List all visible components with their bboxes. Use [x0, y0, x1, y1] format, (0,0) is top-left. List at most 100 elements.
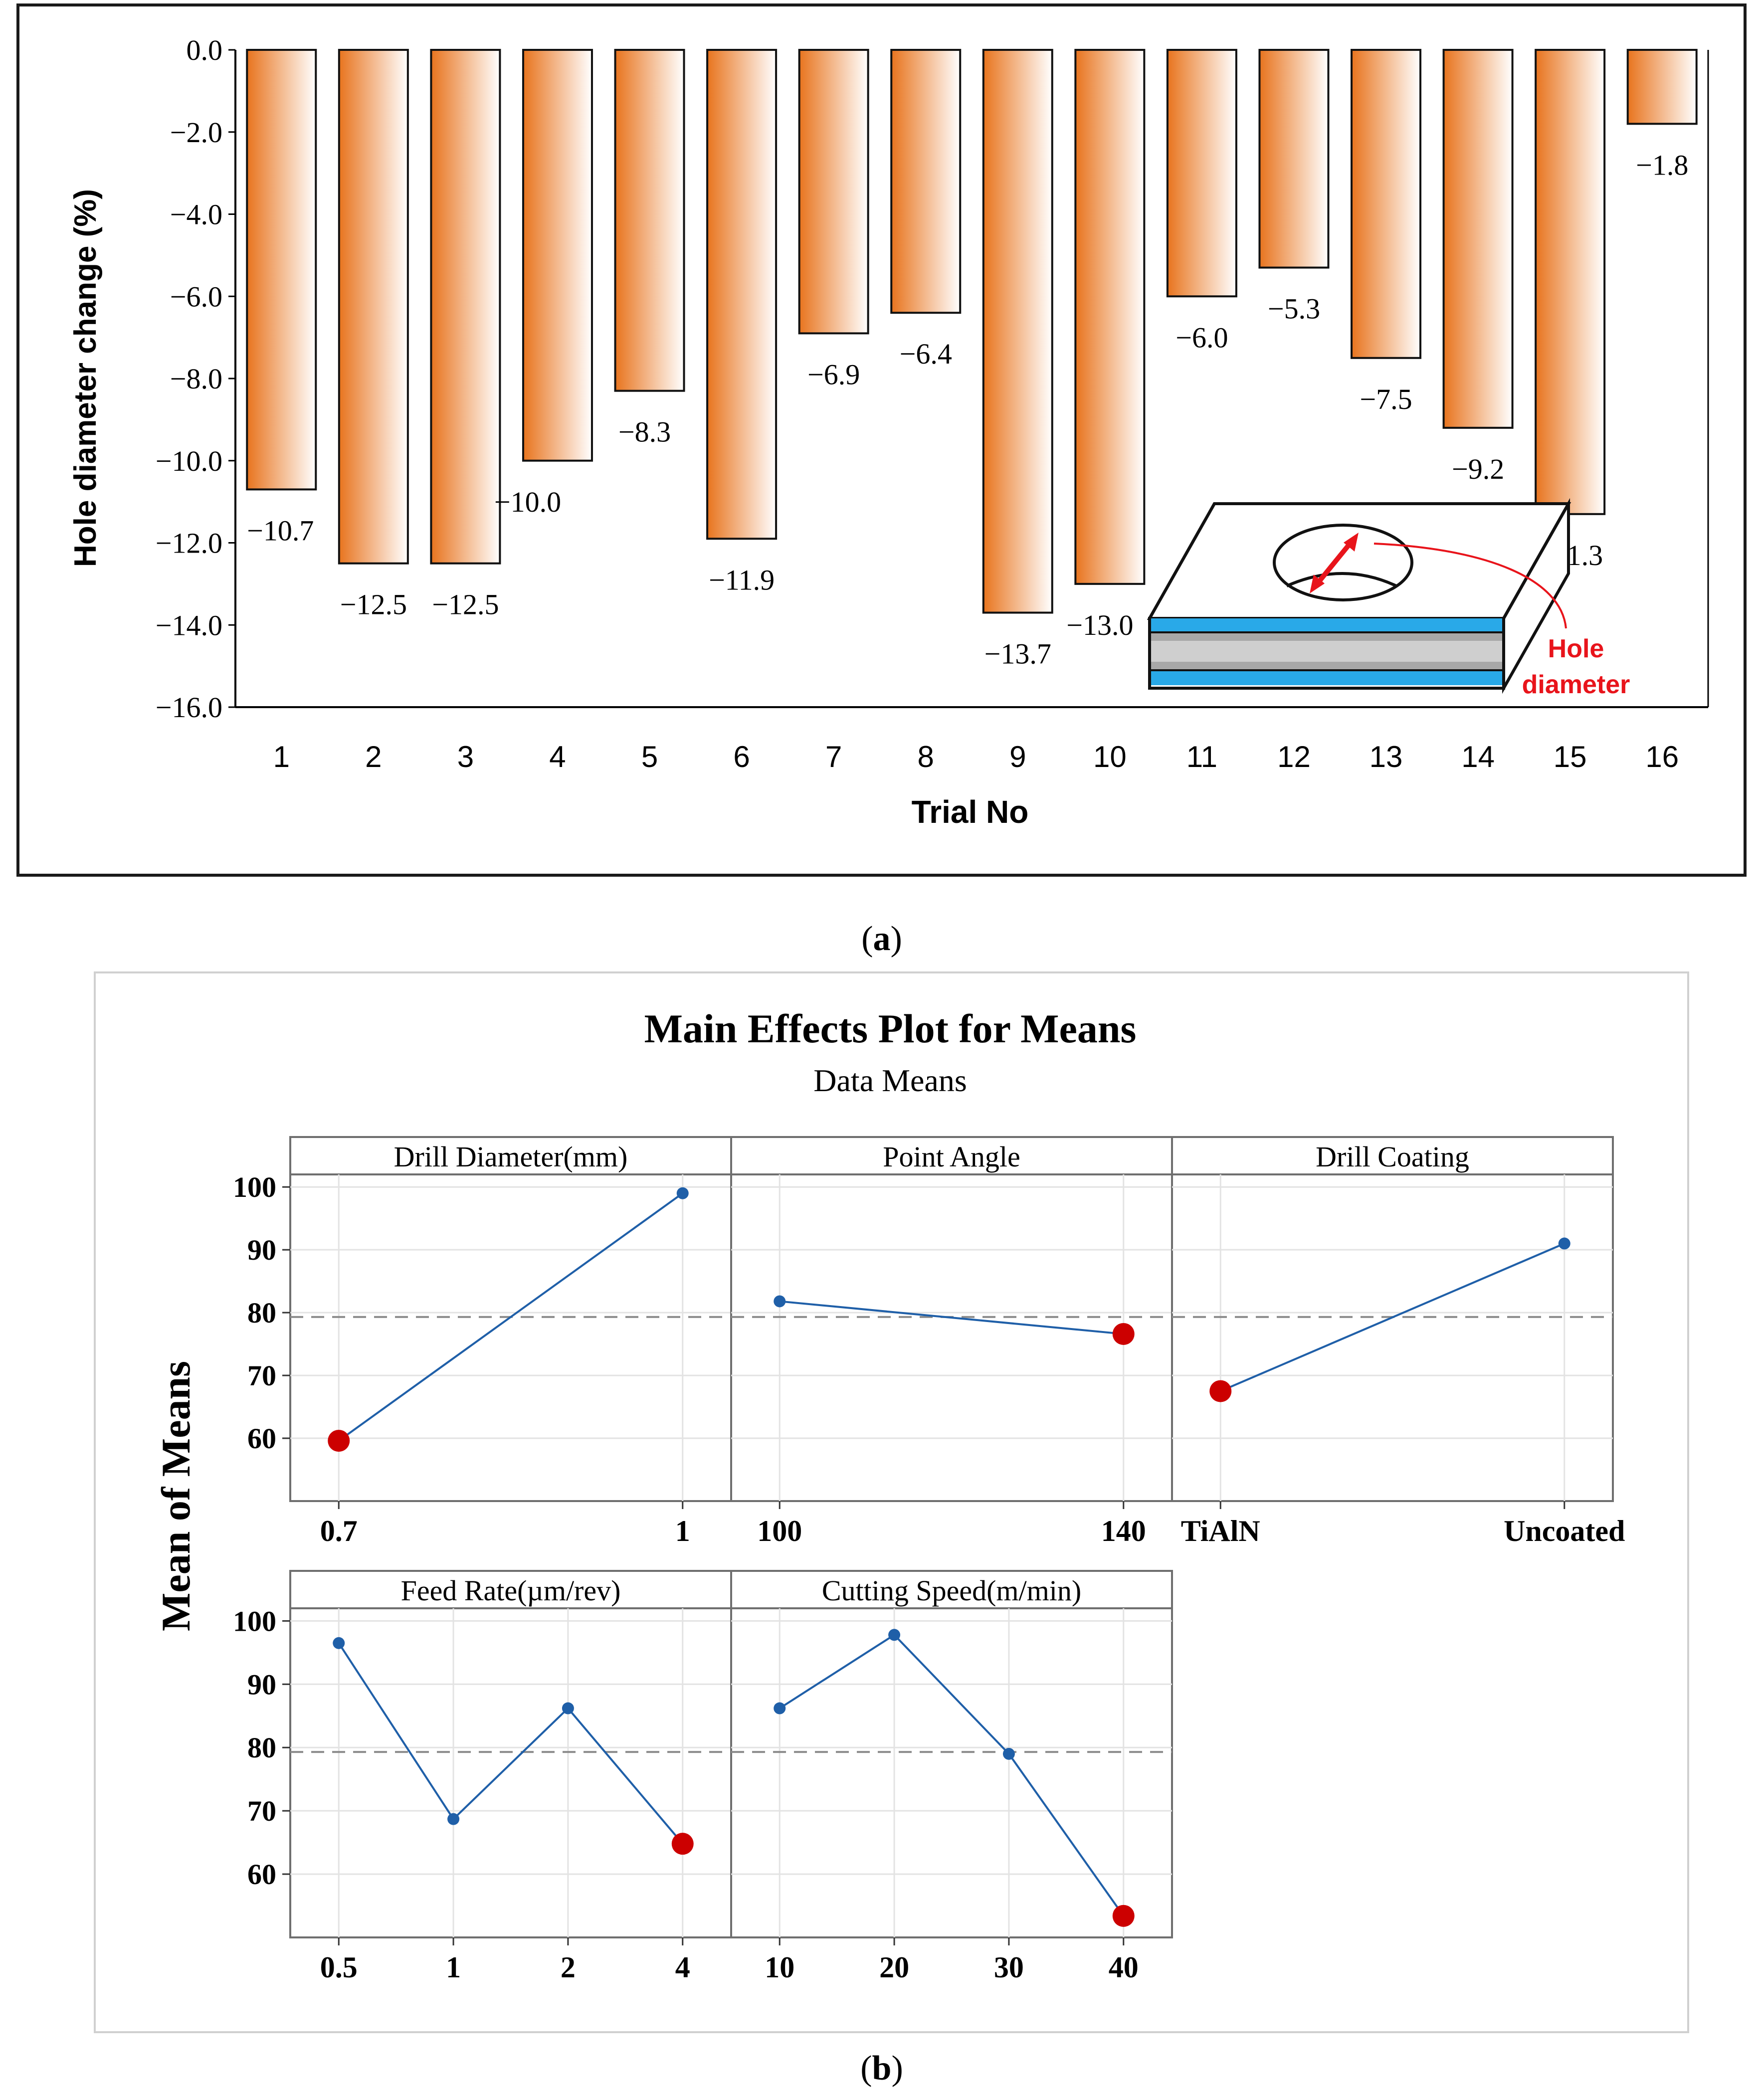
effects-panel-frame [730, 1570, 1173, 1938]
effects-panel: Drill Diameter(mm) 0.7 1 100 90 80 70 60 [233, 1136, 732, 1547]
effects-x-tick-label: TiAlN [1181, 1515, 1260, 1547]
effects-point [333, 1637, 345, 1649]
effects-x-tick-label: 0.5 [320, 1951, 358, 1984]
bar-data-label: −7.5 [1360, 383, 1412, 415]
effects-optimum-point [1112, 1323, 1135, 1345]
bar-data-label: −13.7 [984, 638, 1051, 670]
effects-y-tick-label: 80 [247, 1297, 276, 1329]
bar-x-tick-label: 4 [549, 740, 566, 773]
effects-panel: Point Angle 100 140 [730, 1136, 1173, 1547]
effects-y-tick-label: 90 [247, 1234, 276, 1266]
bar [1258, 49, 1330, 269]
effects-x-tick-label: 1 [675, 1515, 690, 1547]
effects-optimum-point [328, 1430, 350, 1452]
effects-x-tick-label: 0.7 [320, 1515, 358, 1547]
effects-panel-header: Point Angle [883, 1141, 1020, 1173]
hole-diameter-label-line2: diameter [1522, 670, 1630, 699]
effects-y-tick-label: 100 [233, 1171, 276, 1203]
effects-optimum-point [1112, 1905, 1135, 1927]
bar-x-tick-label: 1 [273, 740, 290, 773]
bar-data-label: −13.0 [1066, 609, 1133, 641]
bar [1626, 49, 1698, 125]
effects-point [447, 1813, 460, 1825]
bar-data-label: −12.5 [432, 588, 499, 621]
bar [1166, 49, 1237, 298]
effects-x-tick-label: 2 [561, 1951, 576, 1984]
bar-y-tick-label: −10.0 [156, 445, 222, 477]
effects-x-tick-label: 140 [1101, 1515, 1146, 1547]
effects-y-tick-label: 90 [247, 1668, 276, 1701]
effects-point [562, 1702, 574, 1715]
effects-panel-header: Drill Coating [1316, 1141, 1469, 1173]
bar-data-label: −1.8 [1636, 149, 1688, 181]
effects-optimum-point [1209, 1380, 1232, 1402]
bar [798, 49, 869, 335]
effects-y-tick-label: 60 [247, 1422, 276, 1455]
effects-point [774, 1295, 786, 1308]
bar-x-tick-label: 10 [1093, 740, 1127, 773]
effects-subtitle: Data Means [813, 1063, 967, 1098]
bar-x-axis-title: Trial No [912, 794, 1029, 830]
effects-y-axis-title: Mean of Means [153, 1361, 198, 1631]
bar-data-label: −12.5 [340, 588, 407, 621]
panel-a-caption: (a) [861, 920, 902, 958]
bar-data-label: −9.2 [1452, 453, 1504, 485]
effects-point [1002, 1747, 1015, 1760]
bar-x-tick-label: 15 [1554, 740, 1587, 773]
effects-x-tick-label: 4 [675, 1951, 690, 1984]
hole-inset-illustration [1147, 498, 1571, 694]
bar-y-tick-label: −4.0 [170, 198, 222, 231]
panel-b-caption: (b) [860, 2049, 903, 2088]
effects-y-tick-label: 70 [247, 1359, 276, 1392]
bar-x-tick-label: 6 [733, 740, 750, 773]
effects-series-line [338, 1642, 684, 1845]
bar-x-tick-label: 9 [1009, 740, 1026, 773]
bar-x-tick-label: 7 [825, 740, 842, 773]
bar-data-label: −11.9 [709, 564, 775, 596]
effects-x-tick-label: 10 [765, 1951, 794, 1984]
bar-data-label: −6.9 [807, 358, 860, 390]
bar-x-tick-label: 13 [1370, 740, 1403, 773]
bar-data-label: −10.0 [494, 486, 561, 518]
bar [1535, 49, 1606, 515]
effects-series-line [779, 1633, 1125, 1917]
effects-x-tick-label: Uncoated [1504, 1515, 1625, 1547]
bar [1074, 49, 1146, 585]
effects-x-tick-label: 1 [446, 1951, 461, 1984]
bar [246, 49, 317, 491]
bar-series [246, 49, 1698, 614]
bar [890, 49, 962, 314]
effects-panel-frame [289, 1570, 732, 1938]
effects-series-line [1220, 1242, 1565, 1392]
effects-y-tick-label: 80 [247, 1731, 276, 1764]
panel-b-letter: b [872, 2049, 892, 2088]
bar [1442, 49, 1514, 429]
effects-panel-header: Feed Rate(µm/rev) [401, 1574, 621, 1607]
effects-panel: Drill Coating TiAlN Uncoated [1171, 1136, 1625, 1547]
bar-x-tick-label: 14 [1461, 740, 1495, 773]
bar [706, 49, 778, 540]
bar-y-tick-label: −16.0 [156, 691, 222, 724]
effects-y-tick-label: 100 [233, 1605, 276, 1637]
bar-x-tick-label: 12 [1277, 740, 1311, 773]
effects-panel-frame [1171, 1136, 1614, 1502]
effects-panel-header: Drill Diameter(mm) [394, 1141, 628, 1173]
bar-y-ticks: 0.0 −2.0 −4.0 −6.0 −8.0 −10.0 −12.0 −14.0 −16.0 [156, 34, 235, 724]
effects-title: Main Effects Plot for Means [644, 1006, 1137, 1051]
bar-data-label: −10.7 [247, 514, 314, 547]
effects-point [1558, 1237, 1570, 1250]
bar [338, 49, 409, 565]
effects-panel-header: Cutting Speed(m/min) [822, 1574, 1081, 1607]
bar-x-tick-label: 11 [1186, 740, 1217, 773]
bar [1351, 49, 1422, 359]
bar-y-tick-label: 0.0 [187, 34, 223, 66]
effects-series-line [338, 1192, 683, 1442]
bar-data-label: −8.3 [618, 416, 671, 448]
bar-data-labels: −10.7 −12.5 −12.5 −10.0 −8.3 −11.9 −6.9 −6.4 −13… [247, 149, 1688, 670]
panel-a-letter: a [873, 920, 891, 958]
bar-y-tick-label: −2.0 [170, 116, 222, 149]
effects-x-tick-label: 40 [1109, 1951, 1139, 1984]
bar-y-tick-label: −8.0 [170, 363, 222, 395]
bar-y-tick-label: −14.0 [156, 609, 222, 641]
bar-x-tick-label: 8 [918, 740, 934, 773]
